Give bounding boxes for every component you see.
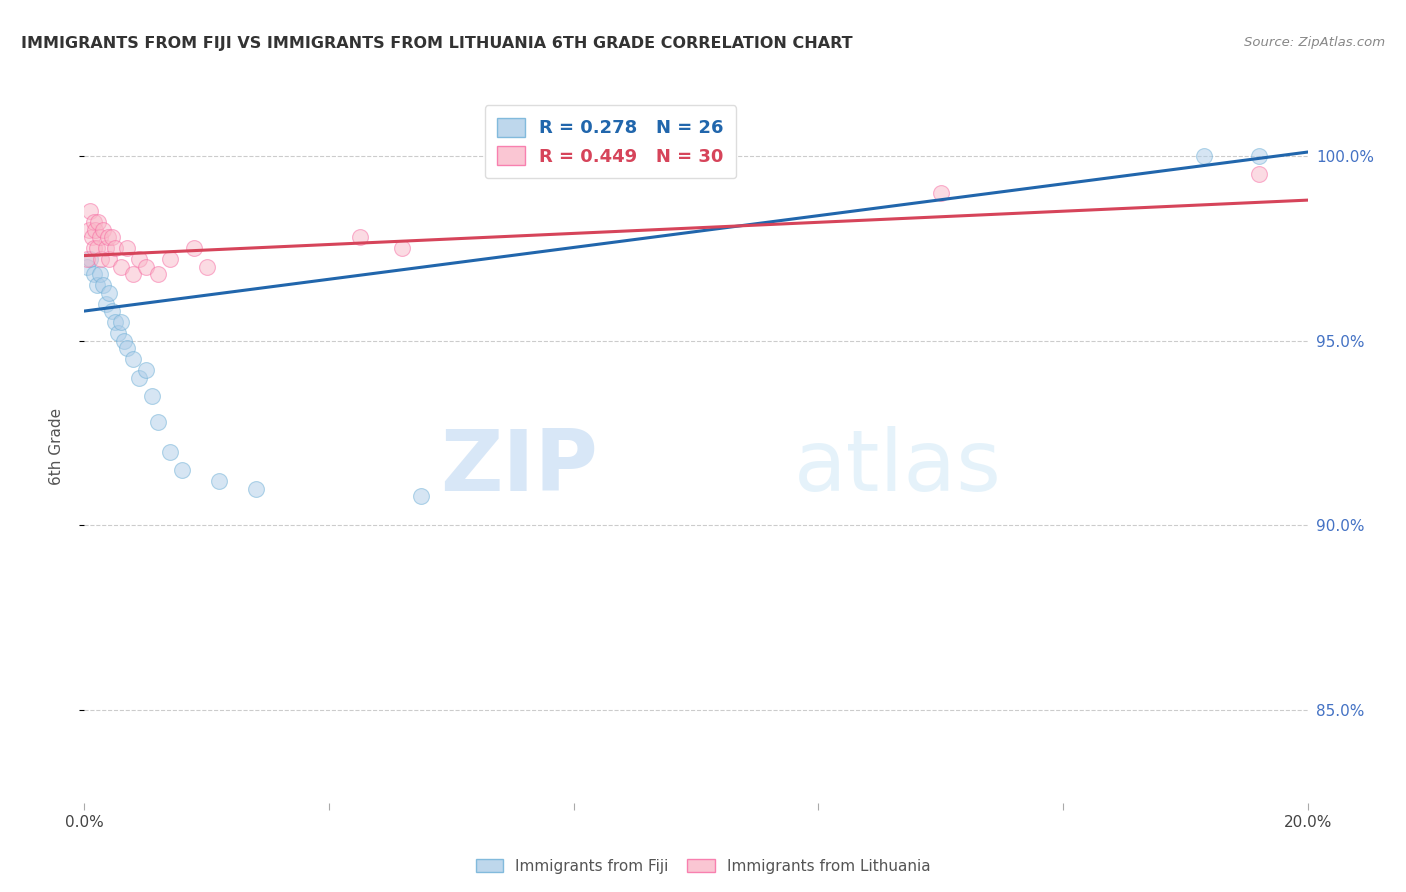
Point — [929, 186, 952, 200]
Point — [195, 260, 218, 274]
Point — [94, 296, 117, 310]
Point — [107, 326, 129, 341]
Point — [110, 315, 132, 329]
Point — [90, 252, 112, 267]
Point — [135, 260, 157, 274]
Text: Source: ZipAtlas.com: Source: ZipAtlas.com — [1244, 36, 1385, 49]
Point — [112, 334, 135, 348]
Legend: R = 0.278   N = 26, R = 0.449   N = 30: R = 0.278 N = 26, R = 0.449 N = 30 — [485, 105, 737, 178]
Point — [245, 482, 267, 496]
Point — [122, 352, 145, 367]
Point — [83, 241, 105, 255]
Point — [83, 215, 105, 229]
Point — [91, 223, 114, 237]
Point — [409, 489, 432, 503]
Point — [159, 252, 181, 267]
Point — [83, 267, 105, 281]
Point — [128, 252, 150, 267]
Point — [76, 252, 98, 267]
Point — [115, 241, 138, 255]
Point — [86, 278, 108, 293]
Point — [91, 278, 114, 293]
Point — [97, 230, 120, 244]
Point — [76, 260, 98, 274]
Point — [141, 389, 163, 403]
Point — [1192, 149, 1215, 163]
Point — [84, 223, 107, 237]
Point — [89, 267, 111, 281]
Point — [101, 304, 124, 318]
Point — [80, 230, 103, 244]
Point — [159, 444, 181, 458]
Point — [101, 230, 124, 244]
Legend: Immigrants from Fiji, Immigrants from Lithuania: Immigrants from Fiji, Immigrants from Li… — [470, 853, 936, 880]
Text: atlas: atlas — [794, 425, 1002, 509]
Point — [183, 241, 205, 255]
Point — [115, 341, 138, 355]
Point — [135, 363, 157, 377]
Point — [97, 285, 120, 300]
Point — [79, 252, 101, 267]
Y-axis label: 6th Grade: 6th Grade — [49, 408, 63, 484]
Point — [87, 215, 110, 229]
Point — [94, 241, 117, 255]
Point — [86, 241, 108, 255]
Point — [110, 260, 132, 274]
Text: IMMIGRANTS FROM FIJI VS IMMIGRANTS FROM LITHUANIA 6TH GRADE CORRELATION CHART: IMMIGRANTS FROM FIJI VS IMMIGRANTS FROM … — [21, 36, 852, 51]
Point — [1247, 167, 1270, 181]
Point — [77, 223, 100, 237]
Point — [391, 241, 413, 255]
Point — [104, 315, 127, 329]
Point — [128, 370, 150, 384]
Point — [172, 463, 194, 477]
Point — [89, 230, 111, 244]
Point — [146, 267, 169, 281]
Point — [104, 241, 127, 255]
Point — [1247, 149, 1270, 163]
Text: ZIP: ZIP — [440, 425, 598, 509]
Point — [208, 474, 231, 488]
Point — [146, 415, 169, 429]
Point — [349, 230, 371, 244]
Point — [97, 252, 120, 267]
Point — [122, 267, 145, 281]
Point — [79, 204, 101, 219]
